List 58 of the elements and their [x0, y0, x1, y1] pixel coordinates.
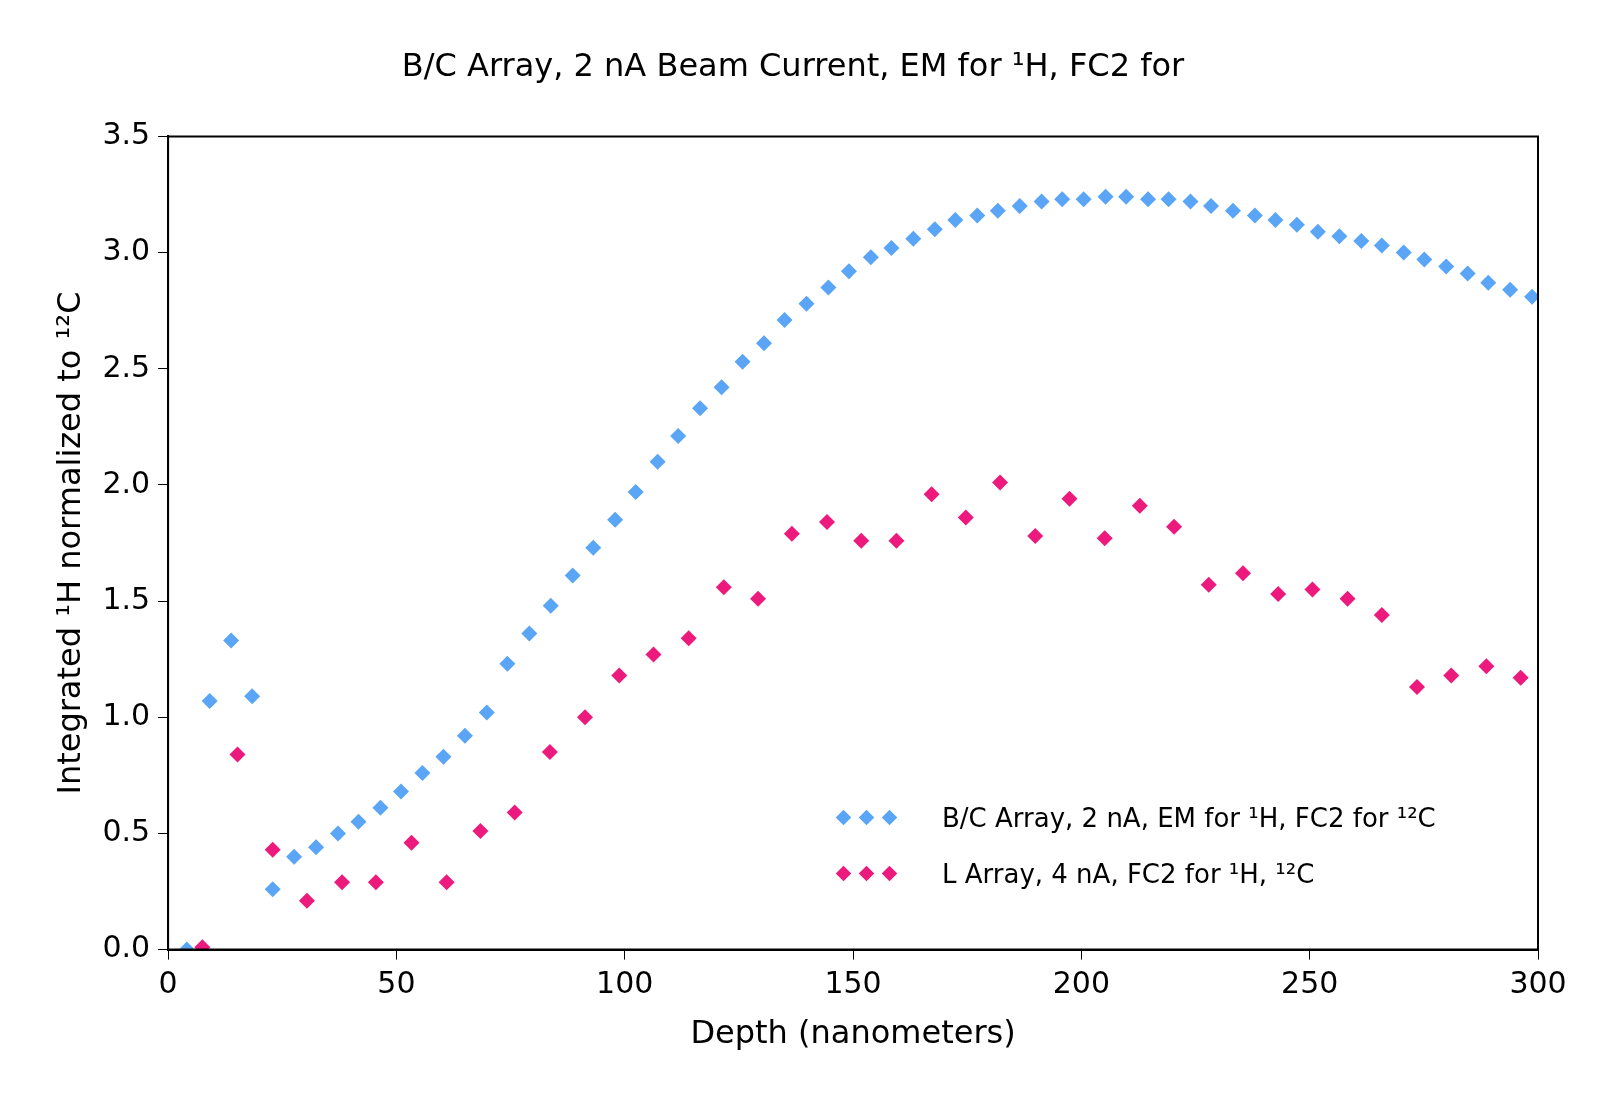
legend-label: L Array, 4 nA, FC2 for ¹H, ¹²C	[942, 858, 1315, 889]
point	[957, 509, 974, 526]
point	[577, 709, 594, 726]
point	[541, 744, 558, 761]
x-tick-label: 200	[1052, 965, 1110, 1001]
point	[1096, 530, 1113, 547]
y-tick-label: 1.0	[102, 697, 151, 733]
point	[611, 667, 628, 684]
point	[1478, 658, 1495, 675]
point	[715, 579, 732, 596]
point	[1061, 490, 1078, 507]
x-tick-label: 0	[158, 965, 178, 1001]
point	[819, 514, 836, 531]
point	[229, 746, 246, 763]
x-tick-label: 100	[596, 965, 654, 1001]
point	[438, 874, 455, 891]
point	[853, 532, 870, 549]
point	[1235, 565, 1252, 582]
point	[1512, 669, 1529, 686]
point	[645, 646, 662, 663]
point	[1373, 607, 1390, 624]
y-tick-label: 0.5	[102, 813, 151, 849]
point	[783, 525, 800, 542]
point	[472, 823, 489, 840]
point	[1027, 528, 1044, 545]
point	[334, 874, 351, 891]
point	[680, 630, 697, 647]
point	[888, 532, 905, 549]
y-tick-label: 3.0	[102, 232, 151, 268]
x-tick-label: 150	[824, 965, 882, 1001]
legend-label: B/C Array, 2 nA, EM for ¹H, FC2 for ¹²C	[942, 802, 1436, 833]
point	[992, 474, 1009, 491]
point	[1408, 679, 1425, 696]
point	[264, 841, 281, 858]
point	[923, 486, 940, 503]
y-axis-title: Integrated ¹H normalized to ¹²C	[49, 291, 88, 795]
point	[506, 804, 523, 821]
y-tick-label: 2.5	[102, 348, 151, 384]
y-tick-label: 1.5	[102, 580, 151, 616]
point	[1339, 590, 1356, 607]
point	[298, 892, 315, 909]
x-tick-label: 50	[377, 965, 416, 1001]
x-axis-title: Depth (nanometers)	[690, 1013, 1016, 1052]
point	[1270, 586, 1287, 603]
point	[403, 834, 420, 851]
point	[1443, 667, 1460, 684]
x-tick-label: 250	[1281, 965, 1339, 1001]
point	[750, 590, 767, 607]
point	[1166, 518, 1183, 535]
y-tick-label: 0.0	[102, 929, 151, 965]
point	[1304, 581, 1321, 598]
point	[1131, 497, 1148, 514]
point	[1200, 576, 1217, 593]
chart-title: B/C Array, 2 nA Beam Current, EM for ¹H, FC2 for	[401, 45, 1186, 84]
y-tick-label: 2.0	[102, 464, 151, 500]
y-tick-label: 3.5	[102, 116, 151, 152]
point	[367, 874, 384, 891]
x-tick-label: 300	[1509, 965, 1567, 1001]
